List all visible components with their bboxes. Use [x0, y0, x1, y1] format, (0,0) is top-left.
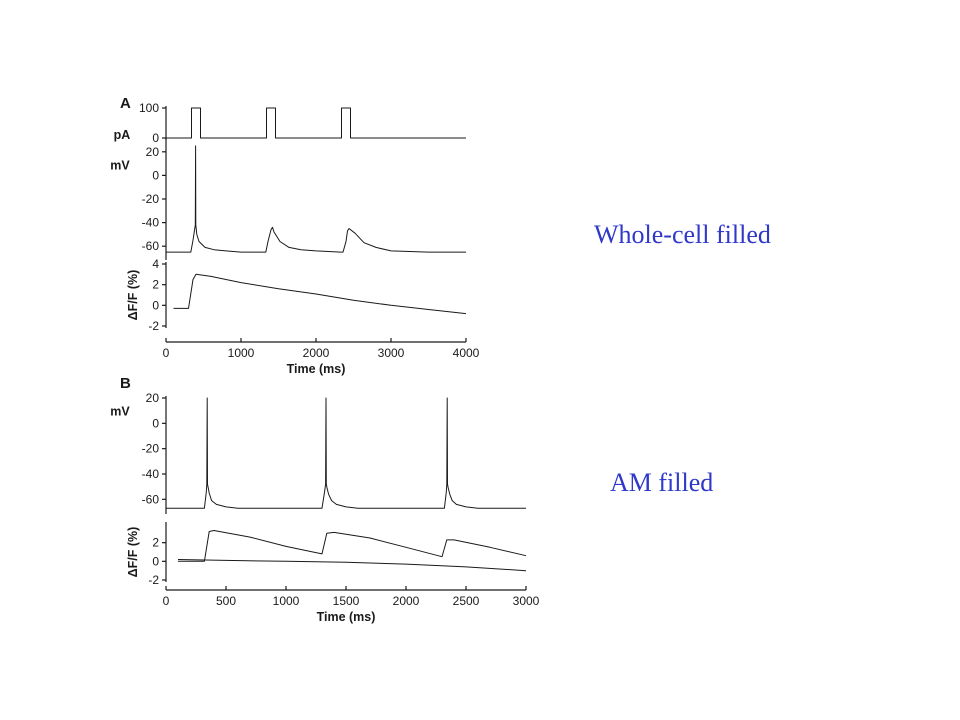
panel-b-fluorescence-y-tick-label: -2	[148, 573, 159, 587]
panel-a-fluorescence-ylabel: ΔF/F (%)	[126, 270, 140, 321]
panel-a-xlabel: Time (ms)	[287, 362, 346, 376]
panel-a-fluorescence-y-tick-label: 0	[152, 298, 159, 312]
panel-a-current-ylabel: pA	[114, 128, 131, 142]
panel-b-letter: B	[120, 375, 131, 392]
panel-b-voltage-y-tick-label: -20	[142, 442, 160, 456]
panel-a-x-tick-label: 2000	[303, 346, 330, 360]
panel-b-xlabel: Time (ms)	[317, 610, 376, 624]
panel-b-voltage-y-tick-label: -60	[142, 492, 160, 506]
panel-b-fluorescence-ylabel: ΔF/F (%)	[126, 527, 140, 578]
panel-a-x-tick-label: 3000	[378, 346, 405, 360]
panel-b-fluorescence-y-tick-label: 2	[152, 536, 159, 550]
panel-a-current-y-tick-label: 0	[152, 131, 159, 145]
panel-b-fluorescence-y-tick-label: 0	[152, 554, 159, 568]
panel-a-x-tick-label: 4000	[453, 346, 480, 360]
panel-b-voltage-y-tick-label: -40	[142, 467, 160, 481]
panel-b-x-tick-label: 2000	[393, 594, 420, 608]
panel-b-x-tick-label: 1000	[273, 594, 300, 608]
panel-b-x-tick-label: 0	[163, 594, 170, 608]
panel-b-x-tick-label: 1500	[333, 594, 360, 608]
caption-whole-cell-filled: Whole-cell filled	[594, 220, 771, 249]
panel-a-voltage-trace-1	[166, 145, 466, 253]
panel-a-x-tick-label: 0	[163, 346, 170, 360]
panel-b-fluorescence-trace-1	[178, 530, 527, 562]
panel-a-letter: A	[120, 95, 131, 112]
panel-b-x-tick-label: 2500	[453, 594, 480, 608]
panel-a-voltage-y-tick-label: 20	[146, 145, 160, 159]
panel-b-voltage-trace-1	[166, 397, 526, 509]
panel-b-voltage-ylabel: mV	[110, 404, 130, 418]
panel-a-voltage-y-tick-label: -20	[142, 192, 160, 206]
panel-a-voltage-y-tick-label: 0	[152, 168, 159, 182]
panel-b-fluorescence-trace-2	[177, 559, 527, 572]
panel-a-voltage-ylabel: mV	[110, 158, 130, 172]
panel-a-fluorescence-y-tick-label: 2	[152, 278, 159, 292]
panel-a-x-tick-label: 1000	[228, 346, 255, 360]
panel-b-voltage-y-tick-label: 0	[152, 416, 159, 430]
panel-a-voltage-y-tick-label: -60	[142, 239, 160, 253]
panel-b-voltage-y-tick-label: 20	[146, 391, 160, 405]
panel-a-current-y-tick-label: 100	[139, 101, 159, 115]
panel-a-fluorescence-y-tick-label: 4	[152, 257, 159, 271]
panel-a-fluorescence-y-tick-label: -2	[148, 319, 159, 333]
caption-am-filled: AM filled	[610, 468, 714, 497]
panel-a-voltage-y-tick-label: -40	[142, 216, 160, 230]
panel-a-current-trace-1	[166, 107, 466, 139]
panel-b-x-tick-label: 3000	[513, 594, 540, 608]
panel-a-fluorescence-trace-1	[173, 273, 467, 315]
panel-b-x-tick-label: 500	[216, 594, 236, 608]
